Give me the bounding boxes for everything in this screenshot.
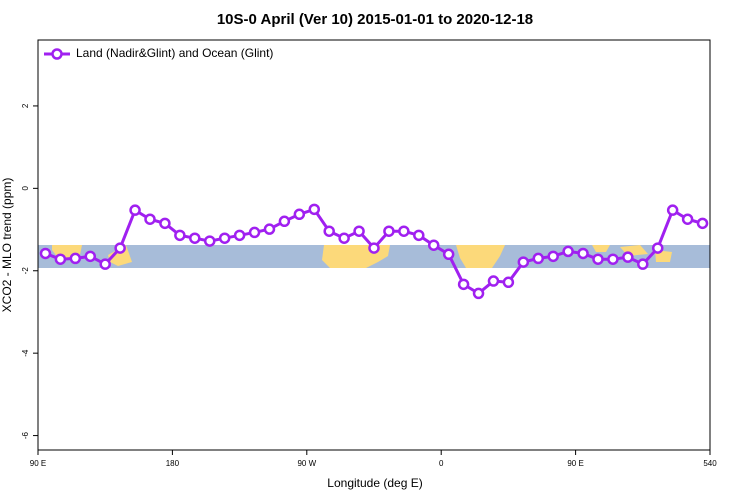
data-point — [203, 235, 216, 247]
data-point — [308, 203, 321, 216]
data-point — [442, 248, 455, 261]
data-point — [666, 204, 679, 216]
data-point — [69, 252, 82, 265]
data-point — [532, 252, 545, 265]
legend-marker — [51, 48, 63, 60]
data-point — [278, 215, 291, 228]
x-axis-label: Longitude (deg E) — [327, 476, 422, 490]
x-tick-label: 90 W — [297, 459, 316, 468]
x-tick-label: 540 — [703, 459, 717, 468]
data-point — [129, 204, 141, 216]
data-point — [413, 229, 425, 242]
data-point — [592, 253, 604, 265]
data-point — [517, 256, 530, 268]
data-point — [562, 245, 574, 258]
data-point — [233, 229, 246, 242]
data-point — [607, 253, 619, 265]
data-point — [84, 250, 97, 263]
data-point — [681, 213, 694, 225]
y-tick-label: 0 — [21, 186, 30, 191]
data-point — [487, 275, 500, 287]
data-point — [547, 250, 559, 263]
data-point — [293, 208, 306, 221]
chart-title: 10S-0 April (Ver 10) 2015-01-01 to 2020-… — [217, 11, 533, 28]
data-point — [637, 258, 649, 270]
y-tick-label: -4 — [21, 349, 30, 357]
data-point — [174, 229, 186, 242]
data-point — [99, 258, 111, 270]
data-point — [263, 223, 276, 235]
x-tick-label: 0 — [439, 459, 444, 468]
y-tick-label: -6 — [21, 431, 30, 439]
data-point — [218, 232, 231, 244]
data-point — [457, 278, 470, 291]
data-point — [696, 217, 709, 230]
y-axis-label: XCO2 - MLO trend (ppm) — [0, 178, 14, 313]
data-point — [427, 239, 440, 251]
x-tick-label: 90 E — [30, 459, 46, 468]
data-point — [54, 253, 67, 265]
data-point — [144, 213, 156, 225]
data-point — [622, 251, 634, 263]
y-tick-label: 2 — [21, 103, 30, 108]
legend-label: Land (Nadir&Glint) and Ocean (Glint) — [76, 46, 273, 60]
data-point — [338, 232, 350, 244]
data-point — [353, 225, 365, 237]
data-point — [502, 276, 515, 289]
data-point — [323, 225, 335, 237]
data-point — [248, 226, 261, 239]
data-point — [398, 225, 410, 237]
land-patch — [456, 245, 505, 268]
data-point — [651, 242, 664, 254]
data-point — [39, 247, 52, 260]
x-tick-label: 180 — [166, 459, 180, 468]
land-patch — [108, 245, 132, 266]
data-point — [577, 247, 589, 260]
data-point — [159, 217, 171, 230]
legend: Land (Nadir&Glint) and Ocean (Glint) — [44, 46, 273, 60]
data-point — [189, 232, 201, 244]
x-tick-label: 90 E — [567, 459, 583, 468]
data-point — [383, 225, 395, 237]
y-tick-label: -2 — [21, 267, 30, 275]
data-point — [368, 242, 380, 254]
plot-frame — [37, 39, 711, 451]
data-point — [472, 287, 485, 300]
data-point — [114, 242, 126, 254]
